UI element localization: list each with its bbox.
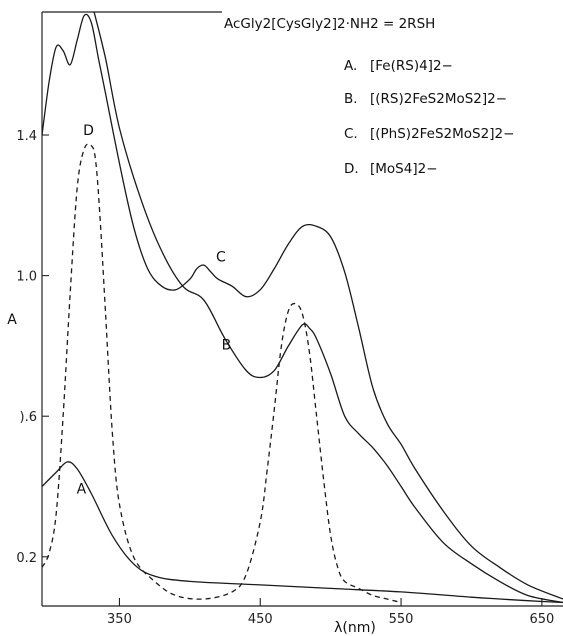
- curves-layer: [42, 12, 563, 604]
- ticks-layer: 350 450 550 650 0.2 ).6 1.0 1.4: [16, 129, 554, 627]
- curve-labels-layer: A B C D: [77, 123, 232, 498]
- series-a-line: [42, 461, 563, 604]
- legend-key-1: B.: [344, 91, 358, 107]
- axes-layer: A λ(nm): [7, 11, 563, 636]
- curve-label-d: D: [83, 123, 94, 139]
- legend-title: AcGly2[CysGly2]2·NH2 = 2RSH: [224, 16, 435, 32]
- y-tick-label-0: 0.2: [16, 551, 37, 566]
- x-tick-label-0: 350: [107, 612, 132, 627]
- legend: AcGly2[CysGly2]2·NH2 = 2RSH A. [Fe(RS)4]2…: [224, 16, 514, 177]
- curve-label-b: B: [222, 337, 232, 353]
- x-tick-label-2: 550: [389, 612, 414, 627]
- curve-label-c: C: [216, 250, 226, 266]
- y-tick-label-1: ).6: [20, 410, 37, 425]
- series-d-line: [42, 143, 402, 604]
- legend-label-1: [(RS)2FeS2MoS2]2−: [370, 91, 507, 107]
- y-tick-label-2: 1.0: [16, 270, 37, 285]
- x-tick-label-3: 650: [529, 612, 554, 627]
- y-axis-label: A: [7, 312, 17, 328]
- x-tick-label-1: 450: [248, 612, 273, 627]
- series-b-line: [93, 12, 563, 604]
- y-tick-label-3: 1.4: [16, 129, 37, 144]
- series-c-line: [42, 13, 563, 600]
- x-axis-label: λ(nm): [334, 620, 376, 636]
- legend-key-2: C.: [344, 126, 358, 142]
- legend-label-3: [MoS4]2−: [370, 161, 438, 177]
- legend-key-3: D.: [344, 161, 359, 177]
- legend-label-0: [Fe(RS)4]2−: [370, 58, 453, 74]
- legend-label-2: [(PhS)2FeS2MoS2]2−: [370, 126, 514, 142]
- legend-key-0: A.: [344, 58, 357, 74]
- curve-label-a: A: [77, 482, 87, 498]
